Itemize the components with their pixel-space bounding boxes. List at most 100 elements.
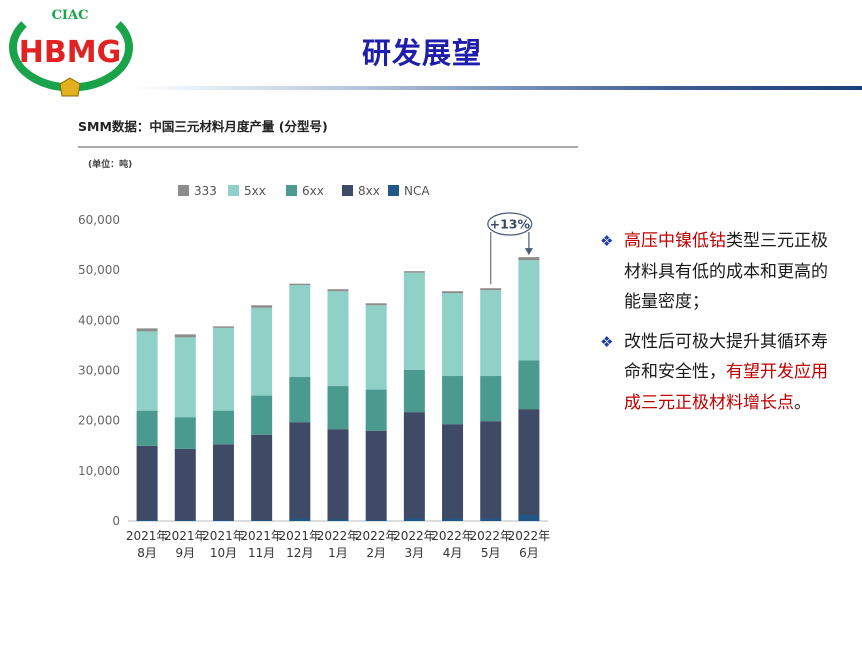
x-tick-label: 2021年 (240, 529, 283, 543)
bullet-item: ❖ 改性后可极大提升其循环寿命和安全性，有望开发应用成三元正极材料增长点。 (600, 327, 840, 419)
annotation-label: +13% (490, 217, 531, 232)
x-tick-label: 2021年 (164, 529, 207, 543)
bar-segment-8xx (251, 434, 273, 520)
bar-segment-333 (174, 334, 196, 338)
bar-segment-6xx (289, 377, 311, 423)
bullet-highlight-text: 有望开发应用成三元正极材料增长点 (624, 362, 828, 413)
legend-label-5xx: 5xx (244, 184, 266, 198)
bar-segment-nca (327, 519, 349, 521)
logo-top-text: CIAC (52, 8, 89, 23)
legend-swatch-6xx (286, 185, 297, 196)
legend-label-6xx: 6xx (302, 184, 324, 198)
bar-segment-nca (365, 519, 387, 521)
bar-segment-6xx (327, 386, 349, 430)
bar-segment-5xx (289, 285, 311, 378)
bar-segment-6xx (518, 360, 540, 410)
x-tick-label: 8月 (137, 546, 157, 560)
x-tick-label: 12月 (286, 546, 313, 560)
bar-segment-nca (480, 518, 502, 521)
x-tick-label: 2月 (366, 546, 386, 560)
bar-segment-333 (251, 305, 273, 308)
bar-segment-333 (365, 303, 387, 306)
logo-main-text: HBMG (19, 35, 121, 70)
bar-segment-nca (174, 519, 196, 521)
x-tick-label: 6月 (519, 546, 539, 560)
x-tick-label: 5月 (481, 546, 501, 560)
bar-segment-6xx (365, 389, 387, 431)
bar-segment-6xx (174, 417, 196, 449)
y-tick-label: 0 (112, 514, 120, 528)
bullet-list: ❖ 高压中镍低钴类型三元正极材料具有低的成本和更高的能量密度； ❖ 改性后可极大提升其… (600, 226, 840, 427)
bar-segment-5xx (174, 337, 196, 418)
bar-segment-5xx (518, 260, 540, 361)
bar-segment-6xx (403, 369, 425, 413)
chart-unit-label: (单位：吨) (88, 158, 132, 170)
legend-label-333: 333 (194, 184, 217, 198)
bar-segment-5xx (442, 293, 464, 377)
legend-label-8xx: 8xx (358, 184, 380, 198)
bar-segment-5xx (480, 290, 502, 377)
bar-segment-6xx (480, 376, 502, 422)
legend-swatch-8xx (342, 185, 353, 196)
bar-segment-6xx (442, 376, 464, 425)
bar-segment-nca (212, 519, 234, 521)
bar-segment-333 (518, 257, 540, 261)
y-tick-label: 10,000 (78, 464, 120, 478)
bar-segment-8xx (480, 421, 502, 519)
x-tick-label: 2021年 (202, 529, 245, 543)
bar-segment-8xx (442, 424, 464, 519)
bar-segment-nca (289, 518, 311, 521)
x-tick-label: 2022年 (393, 529, 436, 543)
x-tick-label: 2021年 (279, 529, 322, 543)
bar-segment-5xx (327, 291, 349, 387)
bar-segment-5xx (136, 331, 158, 411)
bar-segment-8xx (365, 430, 387, 520)
logo-crystal-icon (59, 77, 81, 97)
chart-title: SMM数据：中国三元材料月度产量 (分型号) (78, 119, 328, 134)
x-tick-label: 1月 (328, 546, 348, 560)
x-tick-label: 2021年 (126, 529, 169, 543)
diamond-bullet-icon: ❖ (600, 232, 614, 250)
bar-segment-6xx (251, 395, 273, 435)
production-chart: SMM数据：中国三元材料月度产量 (分型号) (单位：吨) 333 5xx 6xx 8… (78, 119, 578, 560)
bar-segment-6xx (212, 410, 234, 445)
x-tick-label: 3月 (405, 546, 425, 560)
bar-segment-8xx (289, 422, 311, 519)
page-title: 研发展望 (362, 36, 483, 70)
bar-segment-333 (480, 288, 502, 291)
bar-segment-nca (403, 518, 425, 521)
bar-segment-8xx (174, 448, 196, 520)
x-tick-label: 2022年 (508, 529, 551, 543)
bullet-text: 。 (794, 392, 811, 413)
x-tick-label: 2022年 (355, 529, 398, 543)
bar-segment-8xx (403, 412, 425, 519)
y-tick-label: 40,000 (78, 313, 120, 327)
bar-segment-333 (442, 291, 464, 294)
legend-swatch-5xx (228, 185, 239, 196)
bar-segment-nca (518, 514, 540, 521)
chart-x-labels: 2021年8月2021年9月2021年10月2021年11月2021年12月20… (126, 529, 550, 560)
legend-swatch-nca (388, 185, 399, 196)
bullet-text: 类型三元正极材料具有低的成本和更高的能量密度； (624, 231, 828, 312)
x-tick-label: 10月 (210, 546, 237, 560)
bar-segment-8xx (327, 429, 349, 520)
chart-legend: 333 5xx 6xx 8xx NCA (178, 184, 430, 198)
bar-segment-5xx (212, 327, 234, 411)
legend-label-nca: NCA (404, 184, 430, 198)
bar-segment-5xx (403, 272, 425, 370)
x-tick-label: 2022年 (317, 529, 360, 543)
annotation-arrow-icon (524, 248, 533, 256)
annotation-bubble (487, 212, 533, 236)
bar-segment-nca (136, 519, 158, 521)
chart-bars (136, 257, 540, 521)
y-tick-label: 60,000 (78, 213, 120, 227)
y-tick-label: 20,000 (78, 414, 120, 428)
x-tick-label: 11月 (248, 546, 275, 560)
bar-segment-333 (327, 289, 349, 292)
bar-segment-5xx (251, 307, 273, 396)
bar-segment-333 (403, 271, 425, 273)
y-tick-label: 30,000 (78, 364, 120, 378)
bar-segment-333 (212, 326, 234, 328)
legend-swatch-333 (178, 185, 189, 196)
company-logo: CIAC HBMG (9, 8, 133, 97)
